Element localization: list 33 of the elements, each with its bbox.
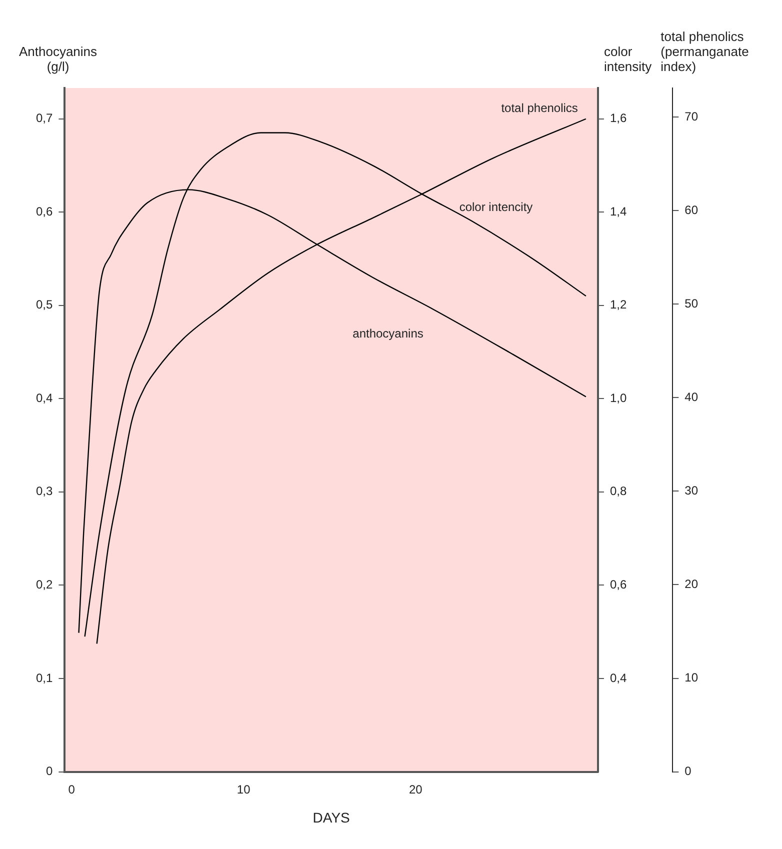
- y-tick-label: 0,2: [36, 578, 53, 592]
- series-label: anthocyanins: [352, 326, 424, 340]
- y3-tick-label: 60: [684, 202, 698, 217]
- y3-axis-title: total phenolics (permanganate index): [660, 29, 749, 74]
- y-tick-label: 0,3: [36, 484, 53, 498]
- y-axis-title: Anthocyanins (g/l): [18, 44, 98, 74]
- x-tick-label: 0: [68, 782, 76, 796]
- y2-tick-label: 1,4: [610, 204, 627, 218]
- y3-tick-label: 50: [684, 296, 698, 310]
- x-tick-label: 10: [236, 782, 251, 796]
- y2-tick-label: 0,6: [610, 578, 627, 592]
- y-tick-label: 0,4: [36, 390, 53, 405]
- series-label: color intencity: [459, 200, 533, 214]
- y3-tick-label: 0: [684, 764, 692, 778]
- y2-axis-title: color intensity: [604, 44, 652, 74]
- y3-tick-label: 30: [684, 483, 698, 498]
- y2-tick-label: 0,8: [610, 484, 627, 498]
- y3-tick-label: 40: [684, 390, 698, 404]
- series-label: total phenolics: [501, 101, 578, 116]
- y-tick-label: 0,6: [36, 204, 53, 218]
- y3-tick-label: 10: [684, 670, 698, 685]
- y3-tick-label: 70: [684, 109, 698, 124]
- y-tick-label: 0: [46, 764, 53, 778]
- y2-tick-label: 1,2: [610, 298, 627, 312]
- x-axis-title: DAYS: [312, 809, 350, 826]
- y2-tick-label: 0,4: [610, 670, 627, 685]
- x-tick-label: 20: [408, 782, 423, 796]
- y-tick-label: 0,1: [36, 670, 53, 685]
- y-tick-label: 0,5: [36, 298, 53, 312]
- y-tick-label: 0,7: [36, 111, 53, 126]
- y3-tick-label: 20: [684, 577, 698, 592]
- y2-tick-label: 1,0: [610, 390, 627, 405]
- y2-tick-label: 1,6: [610, 111, 627, 126]
